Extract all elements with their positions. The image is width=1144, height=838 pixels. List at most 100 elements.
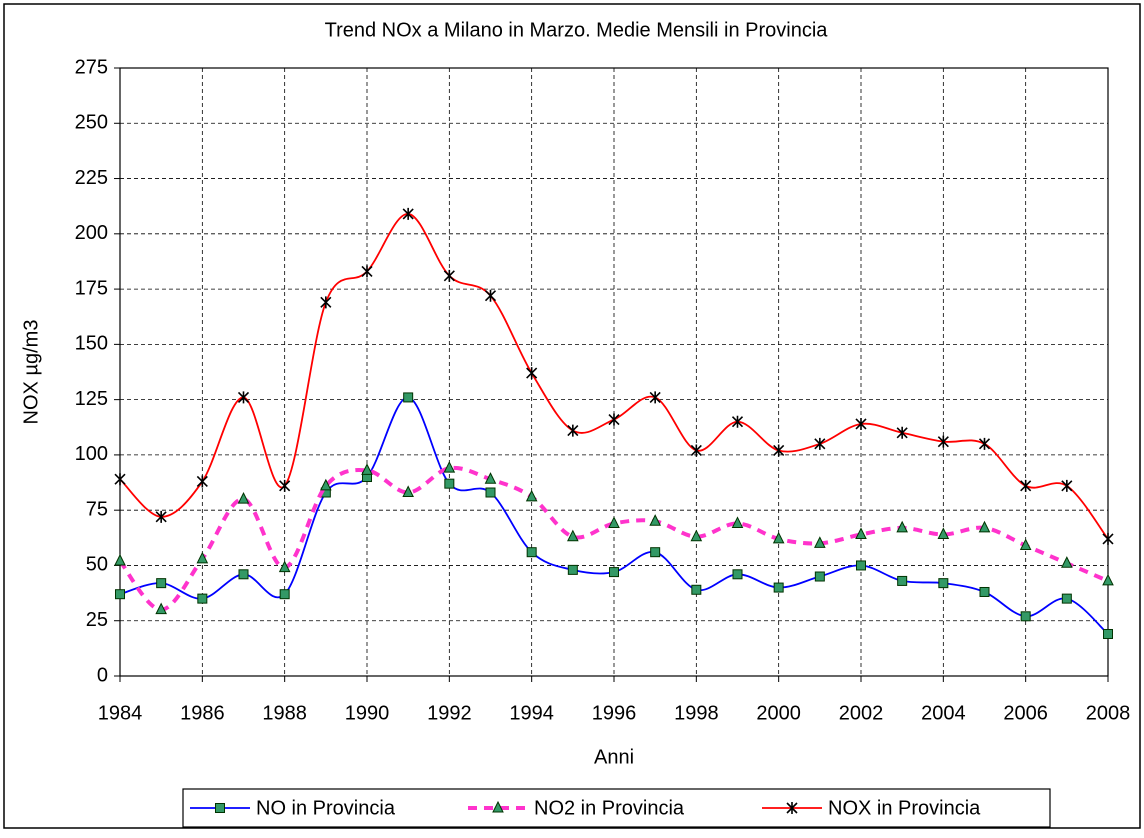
marker <box>1061 479 1073 492</box>
marker <box>155 510 167 523</box>
marker <box>361 463 373 475</box>
marker <box>938 578 949 589</box>
marker <box>526 367 538 380</box>
legend-label: NO2 in Provincia <box>534 797 685 819</box>
marker <box>526 547 537 558</box>
legend-marker <box>492 800 504 813</box>
marker <box>444 478 455 489</box>
marker <box>609 567 619 578</box>
marker <box>443 461 456 473</box>
x-tick-label: 1986 <box>180 702 225 724</box>
y-axis-label: NOX µg/m3 <box>20 320 42 425</box>
marker <box>978 437 991 450</box>
marker <box>402 207 414 220</box>
y-tick-label: 225 <box>75 167 108 189</box>
marker <box>732 569 743 580</box>
x-tick-label: 1996 <box>592 702 637 724</box>
marker <box>1020 479 1032 492</box>
series-line <box>118 465 1109 612</box>
y-tick-label: 75 <box>86 498 108 520</box>
marker <box>855 417 867 430</box>
x-tick-label: 1984 <box>98 702 143 724</box>
marker <box>650 547 661 558</box>
marker <box>484 472 497 484</box>
x-tick-label: 2008 <box>1086 702 1131 724</box>
marker <box>567 564 578 575</box>
marker <box>1102 532 1114 545</box>
y-tick-label: 200 <box>75 222 108 244</box>
marker <box>485 487 496 498</box>
marker <box>649 514 661 526</box>
marker <box>279 479 291 492</box>
marker <box>1061 556 1073 568</box>
marker <box>525 489 538 502</box>
legend: NO in Provincia NO2 in Provincia NOX in Pr… <box>182 788 1051 828</box>
x-tick-label: 2002 <box>839 702 884 724</box>
y-tick-label: 0 <box>97 664 108 686</box>
marker <box>114 473 126 486</box>
marker <box>156 578 167 589</box>
marker <box>814 437 826 450</box>
y-tick-label: 125 <box>75 388 108 410</box>
marker <box>731 415 744 428</box>
marker <box>691 584 702 595</box>
marker <box>237 492 250 504</box>
marker <box>772 531 785 544</box>
marker <box>403 392 414 403</box>
marker <box>1020 611 1031 622</box>
marker <box>155 602 167 615</box>
y-tick-label: 275 <box>75 56 108 78</box>
x-axis-label: Anni <box>594 746 634 768</box>
marker <box>649 391 661 404</box>
marker <box>115 589 125 600</box>
marker <box>1102 573 1114 586</box>
x-tick-label: 1988 <box>262 702 307 724</box>
legend-label: NOX in Provincia <box>828 797 981 819</box>
marker <box>196 475 208 488</box>
marker <box>278 560 291 573</box>
x-tick-label: 2004 <box>921 702 966 724</box>
marker <box>320 296 332 309</box>
marker <box>443 269 455 282</box>
marker <box>608 516 620 528</box>
y-tick-label: 175 <box>75 277 108 299</box>
marker <box>773 582 784 593</box>
legend-box <box>182 788 1051 828</box>
x-tick-label: 1994 <box>509 702 554 724</box>
y-tick-label: 25 <box>86 609 108 631</box>
marker <box>567 424 579 437</box>
x-tick-label: 1992 <box>427 702 472 724</box>
marker <box>279 589 290 600</box>
marker <box>196 551 209 564</box>
marker <box>484 289 497 302</box>
legend-label: NO in Provincia <box>256 797 396 819</box>
marker <box>773 444 785 457</box>
marker <box>937 527 950 540</box>
marker <box>897 575 908 586</box>
x-tick-label: 1990 <box>345 702 390 724</box>
marker <box>690 444 702 457</box>
legend-marker <box>786 802 798 814</box>
marker <box>402 485 414 497</box>
y-tick-label: 50 <box>86 554 108 576</box>
marker <box>979 586 990 597</box>
marker <box>1019 538 1032 551</box>
marker <box>238 569 249 580</box>
marker <box>237 391 250 404</box>
marker <box>937 435 949 448</box>
marker <box>361 265 373 278</box>
legend-marker <box>215 803 225 813</box>
x-tick-label: 2006 <box>1003 702 1048 724</box>
y-tick-label: 100 <box>75 443 108 465</box>
x-tick-label: 1998 <box>674 702 719 724</box>
y-tick-label: 250 <box>75 112 108 134</box>
plot-border <box>119 67 1109 677</box>
y-tick-label: 150 <box>75 333 108 355</box>
marker <box>855 527 867 540</box>
chart-title: Trend NOx a Milano in Marzo. Medie Mensi… <box>325 19 829 41</box>
marker <box>1103 628 1113 639</box>
marker <box>856 560 866 571</box>
marker <box>814 571 825 582</box>
marker <box>690 529 703 542</box>
